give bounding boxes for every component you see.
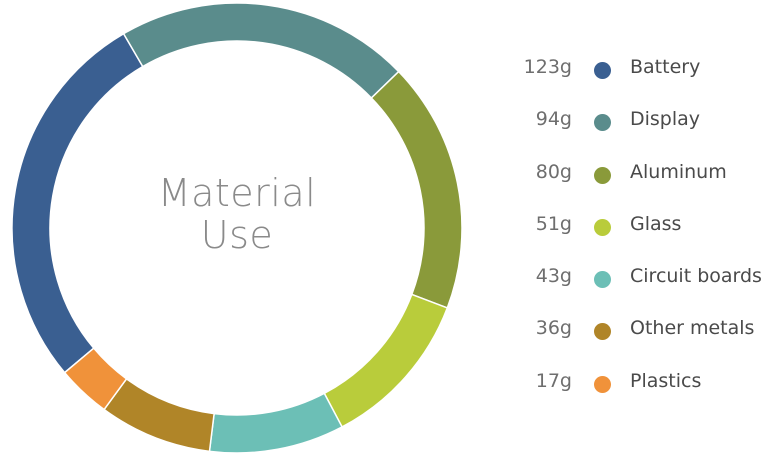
legend-item-display: 94g Display — [500, 102, 768, 154]
legend-item-aluminum: 80g Aluminum — [500, 155, 768, 207]
legend-value: 43g — [535, 265, 572, 288]
legend-swatch — [594, 375, 611, 393]
center-title-line-2: Use — [200, 213, 274, 257]
center-title-line-1: Material — [157, 171, 317, 215]
legend-label: Other metals — [630, 317, 755, 340]
legend-swatch — [594, 323, 611, 341]
legend-label: Aluminum — [630, 160, 727, 183]
legend: 123g Battery 94g Display 80g Aluminum 51… — [500, 50, 768, 416]
chart-center-title: Material Use — [87, 172, 387, 256]
legend-label: Circuit boards — [630, 265, 762, 288]
legend-value: 94g — [535, 108, 572, 131]
legend-item-battery: 123g Battery — [500, 50, 768, 102]
legend-label: Display — [630, 108, 701, 131]
donut-slice-glass — [323, 293, 449, 428]
legend-swatch — [594, 218, 611, 236]
legend-value: 51g — [535, 212, 572, 235]
legend-label: Battery — [630, 56, 701, 78]
donut-slice-display — [122, 2, 400, 100]
donut-slice-plastics — [63, 347, 128, 411]
legend-swatch — [594, 271, 611, 289]
legend-swatch — [594, 166, 611, 184]
legend-item-other-metals: 36g Other metals — [500, 311, 768, 363]
donut-chart — [11, 2, 463, 454]
donut-slice-other-metals — [103, 377, 215, 453]
legend-swatch — [594, 114, 611, 132]
legend-item-plastics: 17g Plastics — [500, 364, 768, 416]
legend-label: Plastics — [630, 369, 702, 392]
legend-value: 36g — [535, 317, 572, 340]
legend-item-glass: 51g Glass — [500, 207, 768, 259]
donut-slice-circuit-boards — [208, 392, 344, 454]
legend-label: Glass — [630, 212, 682, 235]
legend-value: 80g — [535, 160, 572, 183]
legend-item-circuit-boards: 43g Circuit boards — [500, 259, 768, 311]
legend-value: 17g — [535, 369, 572, 392]
legend-swatch — [594, 62, 611, 79]
legend-value: 123g — [523, 56, 572, 78]
